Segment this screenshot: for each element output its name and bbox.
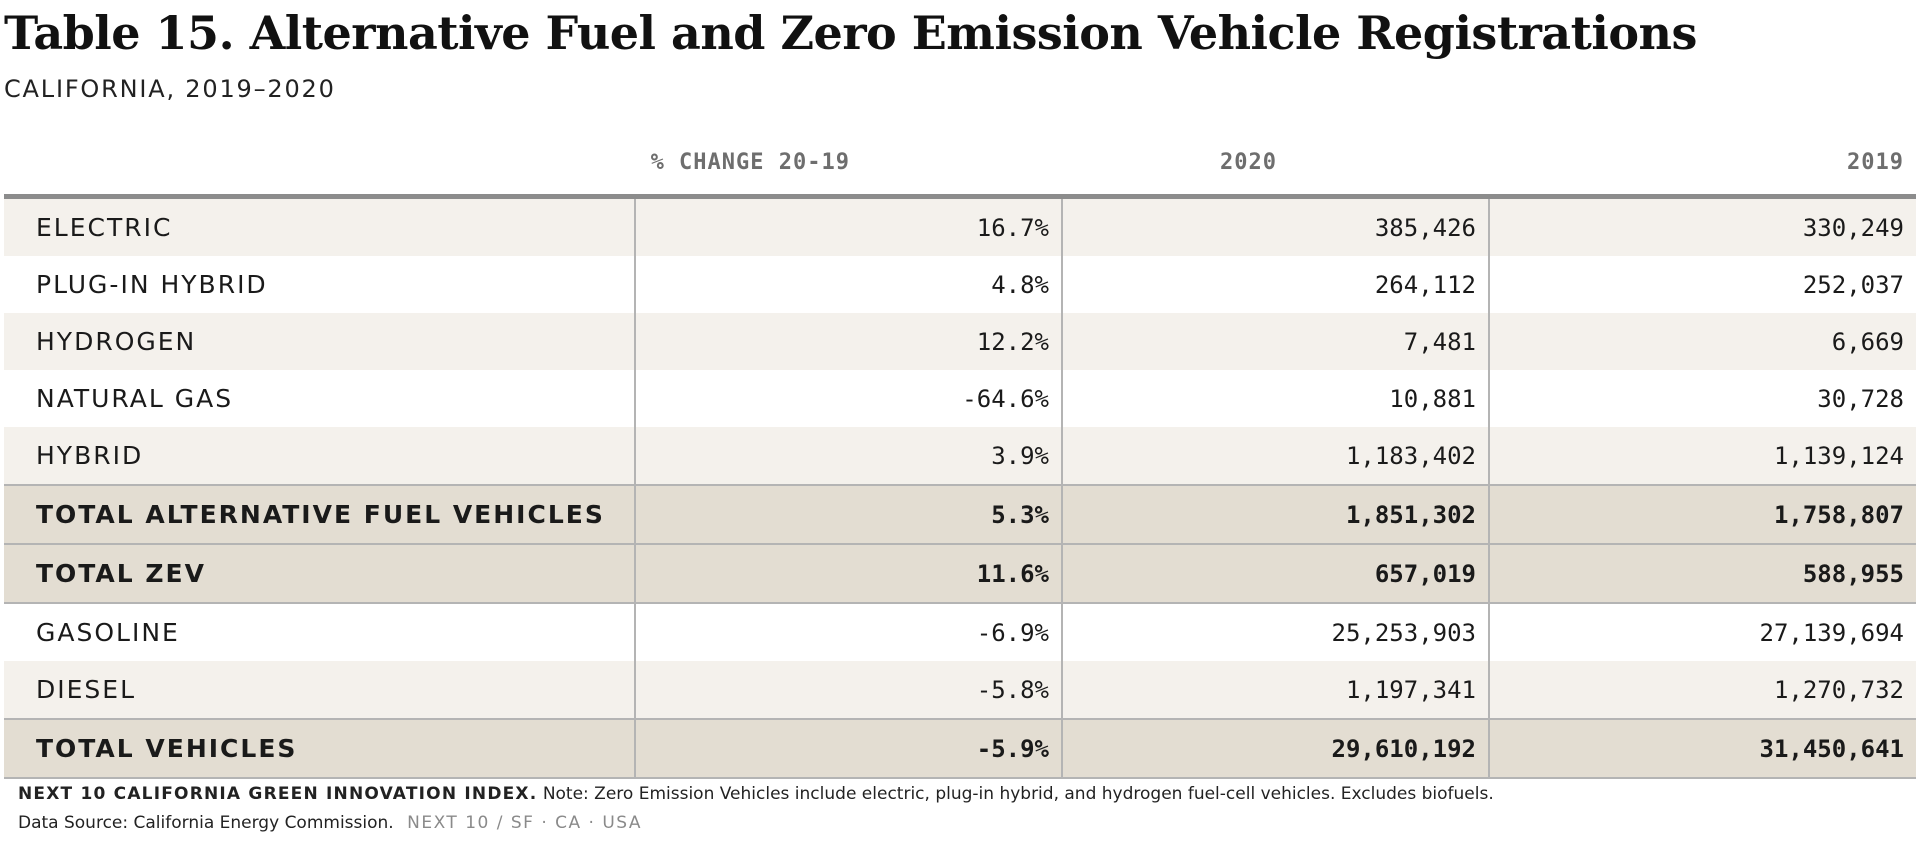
row-label: PLUG-IN HYBRID (4, 256, 636, 313)
cell-2019: 1,139,124 (1773, 441, 1904, 470)
column-header-2019: 2019 (1847, 150, 1904, 175)
cell-pct-change: -5.9% (636, 720, 1063, 777)
row-label: HYDROGEN (4, 313, 636, 370)
column-header-pct-change: % CHANGE 20-19 (650, 150, 850, 175)
cell-pct-change: -5.8% (636, 661, 1063, 718)
footer-brand: NEXT 10 CALIFORNIA GREEN INNOVATION INDE… (18, 784, 538, 804)
cell-2020: 264,112 (1063, 256, 1490, 313)
cell-2020: 10,881 (1063, 370, 1490, 427)
column-header-2020: 2020 (1220, 150, 1277, 175)
table-row: NATURAL GAS -64.6% 10,881 30,728 (4, 370, 1916, 427)
row-label: TOTAL ALTERNATIVE FUEL VEHICLES (4, 486, 636, 543)
cell-2019: 1,270,732 (1773, 675, 1904, 704)
cell-pct-change: 4.8% (636, 256, 1063, 313)
table-row: HYDROGEN 12.2% 7,481 6,669 (4, 313, 1916, 370)
table-row-total: TOTAL ZEV 11.6% 657,019 588,955 (4, 545, 1916, 604)
cell-2020: 657,019 (1063, 545, 1490, 602)
cell-2019: 330,249 (1802, 213, 1904, 242)
cell-pct-change: 12.2% (636, 313, 1063, 370)
page: Table 15. Alternative Fuel and Zero Emis… (4, 0, 1916, 850)
cell-2019: 252,037 (1802, 270, 1904, 299)
cell-2019: 30,728 (1817, 384, 1904, 413)
table-row-total: TOTAL ALTERNATIVE FUEL VEHICLES 5.3% 1,8… (4, 486, 1916, 545)
cell-2019: 6,669 (1831, 327, 1904, 356)
page-title: Table 15. Alternative Fuel and Zero Emis… (4, 6, 1697, 60)
table-header: % CHANGE 20-19 2020 2019 (4, 142, 1916, 199)
footer-source-line: Data Source: California Energy Commissio… (18, 813, 642, 833)
table-row: DIESEL -5.8% 1,197,341 1,270,732 (4, 661, 1916, 720)
table-row: GASOLINE -6.9% 25,253,903 27,139,694 (4, 604, 1916, 661)
cell-2020: 25,253,903 (1063, 604, 1490, 661)
cell-2019: 27,139,694 (1759, 618, 1905, 647)
cell-pct-change: 16.7% (636, 199, 1063, 256)
row-label: TOTAL ZEV (4, 545, 636, 602)
row-label: TOTAL VEHICLES (4, 720, 636, 777)
data-table: % CHANGE 20-19 2020 2019 ELECTRIC 16.7% … (4, 142, 1916, 779)
cell-pct-change: -6.9% (636, 604, 1063, 661)
page-subtitle: CALIFORNIA, 2019–2020 (4, 75, 336, 103)
cell-2019: 31,450,641 (1759, 734, 1905, 763)
cell-2020: 29,610,192 (1063, 720, 1490, 777)
footer-note-line: NEXT 10 CALIFORNIA GREEN INNOVATION INDE… (18, 784, 1494, 804)
cell-2020: 1,851,302 (1063, 486, 1490, 543)
cell-2019: 588,955 (1802, 559, 1904, 588)
table-row: ELECTRIC 16.7% 385,426 330,249 (4, 199, 1916, 256)
row-label: DIESEL (4, 661, 636, 718)
table-row: HYBRID 3.9% 1,183,402 1,139,124 (4, 427, 1916, 486)
cell-2020: 385,426 (1063, 199, 1490, 256)
table-row-total: TOTAL VEHICLES -5.9% 29,610,192 31,450,6… (4, 720, 1916, 779)
cell-2020: 7,481 (1063, 313, 1490, 370)
row-label: GASOLINE (4, 604, 636, 661)
footer-note: Note: Zero Emission Vehicles include ele… (542, 784, 1494, 804)
row-label: ELECTRIC (4, 199, 636, 256)
cell-2020: 1,197,341 (1063, 661, 1490, 718)
row-label: HYBRID (4, 427, 636, 484)
cell-pct-change: 5.3% (636, 486, 1063, 543)
cell-pct-change: -64.6% (636, 370, 1063, 427)
cell-pct-change: 3.9% (636, 427, 1063, 484)
footer-source: Data Source: California Energy Commissio… (18, 813, 394, 833)
row-label: NATURAL GAS (4, 370, 636, 427)
cell-2020: 1,183,402 (1063, 427, 1490, 484)
footer-brand-tag: NEXT 10 / SF · CA · USA (407, 813, 643, 833)
table-row: PLUG-IN HYBRID 4.8% 264,112 252,037 (4, 256, 1916, 313)
cell-pct-change: 11.6% (636, 545, 1063, 602)
cell-2019: 1,758,807 (1773, 500, 1904, 529)
